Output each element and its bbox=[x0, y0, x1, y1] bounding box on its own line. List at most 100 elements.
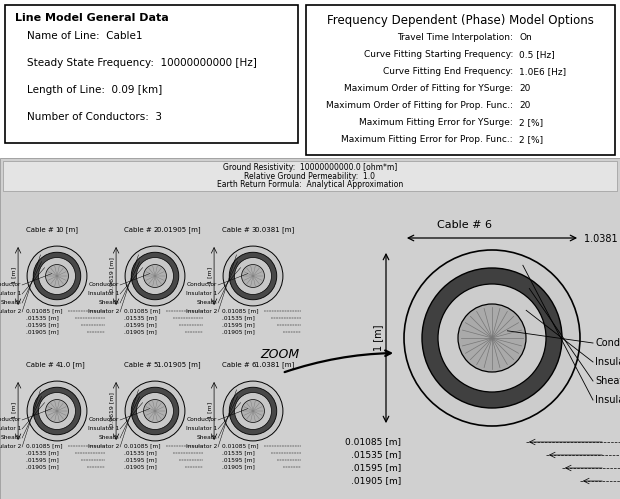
Text: .01905 [m]: .01905 [m] bbox=[26, 329, 59, 334]
Text: .01595 [m]: .01595 [m] bbox=[222, 322, 255, 327]
Text: Insulator 2: Insulator 2 bbox=[87, 445, 119, 450]
Text: Cable # 4: Cable # 4 bbox=[26, 362, 61, 368]
Text: -1 [m]: -1 [m] bbox=[11, 401, 16, 421]
Text: .01595 [m]: .01595 [m] bbox=[124, 322, 157, 327]
Text: 0.01905 [m]: 0.01905 [m] bbox=[157, 227, 201, 233]
Text: -0.9619 [m]: -0.9619 [m] bbox=[109, 257, 114, 294]
Circle shape bbox=[229, 252, 277, 300]
Text: 1.0E6 [Hz]: 1.0E6 [Hz] bbox=[519, 67, 566, 76]
Text: .01535 [m]: .01535 [m] bbox=[222, 315, 255, 320]
Text: Earth Return Formula:  Analytical Approximation: Earth Return Formula: Analytical Approxi… bbox=[217, 180, 403, 189]
Text: .01535 [m]: .01535 [m] bbox=[222, 451, 255, 456]
Text: 0.01085 [m]: 0.01085 [m] bbox=[345, 438, 401, 447]
Text: Line Model General Data: Line Model General Data bbox=[15, 13, 169, 23]
Text: ZOOM: ZOOM bbox=[260, 348, 299, 361]
Text: 0.01085 [m]: 0.01085 [m] bbox=[26, 444, 63, 449]
Text: Insulator 2: Insulator 2 bbox=[595, 395, 620, 405]
Text: .01535 [m]: .01535 [m] bbox=[124, 315, 157, 320]
Text: 1 [m]: 1 [m] bbox=[373, 325, 383, 351]
Text: 1.0 [m]: 1.0 [m] bbox=[59, 361, 85, 368]
Text: Insulator 2: Insulator 2 bbox=[0, 445, 21, 450]
Text: -1 [m]: -1 [m] bbox=[207, 401, 212, 421]
Text: 20: 20 bbox=[519, 101, 531, 110]
Circle shape bbox=[27, 246, 87, 306]
Text: Maximum Fitting Error for YSurge:: Maximum Fitting Error for YSurge: bbox=[359, 118, 513, 127]
Text: Relative Ground Permeability:  1.0: Relative Ground Permeability: 1.0 bbox=[244, 172, 376, 181]
Text: 0 [m]: 0 [m] bbox=[59, 227, 78, 233]
Text: Maximum Fitting Error for Prop. Func.:: Maximum Fitting Error for Prop. Func.: bbox=[342, 135, 513, 144]
Circle shape bbox=[33, 252, 81, 300]
Text: Curve Fitting End Frequency:: Curve Fitting End Frequency: bbox=[383, 67, 513, 76]
FancyBboxPatch shape bbox=[3, 161, 617, 191]
Text: Insulator 1: Insulator 1 bbox=[88, 291, 119, 296]
Text: .01535 [m]: .01535 [m] bbox=[124, 451, 157, 456]
Circle shape bbox=[38, 393, 76, 430]
Text: .01905 [m]: .01905 [m] bbox=[124, 465, 157, 470]
Text: .01905 [m]: .01905 [m] bbox=[222, 465, 255, 470]
Text: 2 [%]: 2 [%] bbox=[519, 118, 543, 127]
Text: Sheath: Sheath bbox=[197, 300, 217, 305]
Text: Insulator 2: Insulator 2 bbox=[186, 309, 217, 314]
Text: 0.01085 [m]: 0.01085 [m] bbox=[26, 308, 63, 313]
Text: Sheath: Sheath bbox=[1, 436, 21, 441]
Text: 0.01085 [m]: 0.01085 [m] bbox=[222, 444, 259, 449]
Text: Cable # 1: Cable # 1 bbox=[26, 227, 61, 233]
Circle shape bbox=[223, 246, 283, 306]
FancyBboxPatch shape bbox=[5, 5, 298, 143]
Circle shape bbox=[404, 250, 580, 426]
Text: Steady State Frequency:  10000000000 [Hz]: Steady State Frequency: 10000000000 [Hz] bbox=[27, 58, 257, 68]
Text: Maximum Order of Fitting for YSurge:: Maximum Order of Fitting for YSurge: bbox=[344, 84, 513, 93]
Circle shape bbox=[242, 264, 265, 287]
Text: Curve Fitting Starting Frequency:: Curve Fitting Starting Frequency: bbox=[364, 50, 513, 59]
Circle shape bbox=[131, 387, 179, 435]
Text: Insulator 1: Insulator 1 bbox=[88, 427, 119, 432]
Text: Conductor: Conductor bbox=[187, 282, 217, 287]
Circle shape bbox=[45, 264, 68, 287]
Text: Insulator 1: Insulator 1 bbox=[595, 357, 620, 367]
Circle shape bbox=[45, 400, 68, 423]
Text: Frequency Dependent (Phase) Model Options: Frequency Dependent (Phase) Model Option… bbox=[327, 14, 594, 27]
Text: 1.0381 [m]: 1.0381 [m] bbox=[584, 233, 620, 243]
Text: Insulator 2: Insulator 2 bbox=[0, 309, 21, 314]
Circle shape bbox=[234, 393, 272, 430]
Text: Cable # 6: Cable # 6 bbox=[222, 362, 257, 368]
Text: Conductor: Conductor bbox=[0, 282, 21, 287]
Text: Insulator 2: Insulator 2 bbox=[186, 445, 217, 450]
Text: Insulator 1: Insulator 1 bbox=[186, 427, 217, 432]
Text: 0.0381 [m]: 0.0381 [m] bbox=[255, 227, 294, 233]
Text: .01905 [m]: .01905 [m] bbox=[124, 329, 157, 334]
Text: Cable # 2: Cable # 2 bbox=[124, 227, 159, 233]
Text: -1 [m]: -1 [m] bbox=[207, 266, 212, 285]
Text: Sheath: Sheath bbox=[1, 300, 21, 305]
Text: .01535 [m]: .01535 [m] bbox=[351, 451, 401, 460]
Text: .01595 [m]: .01595 [m] bbox=[124, 458, 157, 463]
Text: Conductor: Conductor bbox=[187, 418, 217, 423]
Circle shape bbox=[144, 264, 166, 287]
Text: .01905 [m]: .01905 [m] bbox=[222, 329, 255, 334]
Text: Sheath: Sheath bbox=[99, 300, 119, 305]
Text: .01595 [m]: .01595 [m] bbox=[26, 322, 59, 327]
Circle shape bbox=[136, 257, 174, 294]
Text: Ground Resistivity:  10000000000.0 [ohm*m]: Ground Resistivity: 10000000000.0 [ohm*m… bbox=[223, 163, 397, 172]
Circle shape bbox=[422, 268, 562, 408]
Text: Sheath: Sheath bbox=[99, 436, 119, 441]
Circle shape bbox=[229, 387, 277, 435]
Text: On: On bbox=[519, 33, 532, 42]
Text: Name of Line:  Cable1: Name of Line: Cable1 bbox=[27, 31, 143, 41]
Text: Insulator 1: Insulator 1 bbox=[0, 291, 21, 296]
Circle shape bbox=[242, 400, 265, 423]
Text: 20: 20 bbox=[519, 84, 531, 93]
Text: 1.01905 [m]: 1.01905 [m] bbox=[157, 361, 201, 368]
Text: .01905 [m]: .01905 [m] bbox=[26, 465, 59, 470]
Circle shape bbox=[125, 381, 185, 441]
Text: Cable # 3: Cable # 3 bbox=[222, 227, 257, 233]
Text: Insulator 2: Insulator 2 bbox=[87, 309, 119, 314]
Circle shape bbox=[223, 381, 283, 441]
Circle shape bbox=[131, 252, 179, 300]
Text: -0.9619 [m]: -0.9619 [m] bbox=[109, 393, 114, 430]
Text: Number of Conductors:  3: Number of Conductors: 3 bbox=[27, 112, 162, 122]
Circle shape bbox=[38, 257, 76, 294]
Text: Cable # 6: Cable # 6 bbox=[437, 220, 492, 230]
Text: 2 [%]: 2 [%] bbox=[519, 135, 543, 144]
Circle shape bbox=[27, 381, 87, 441]
